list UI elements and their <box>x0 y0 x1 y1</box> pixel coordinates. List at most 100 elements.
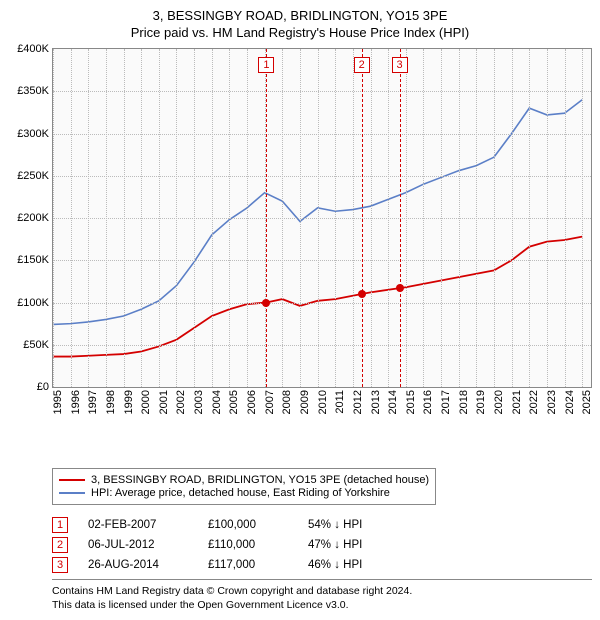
gridline-v <box>494 49 495 387</box>
sale-marker-dot-3 <box>396 284 404 292</box>
x-tick-label: 2018 <box>458 390 470 414</box>
sale-hpi-delta: 54% ↓ HPI <box>308 519 398 531</box>
x-tick-label: 1999 <box>123 390 135 414</box>
gridline-v <box>441 49 442 387</box>
gridline-v <box>159 49 160 387</box>
sale-price: £110,000 <box>208 539 288 551</box>
x-tick-label: 2006 <box>246 390 258 414</box>
sale-price: £117,000 <box>208 559 288 571</box>
sale-marker-box-1: 1 <box>258 57 274 73</box>
gridline-v <box>141 49 142 387</box>
footer-line-1: Contains HM Land Registry data © Crown c… <box>52 584 592 598</box>
y-tick-label: £100K <box>17 297 53 309</box>
sale-hpi-delta: 47% ↓ HPI <box>308 539 398 551</box>
x-tick-label: 2022 <box>528 390 540 414</box>
x-tick-label: 2019 <box>475 390 487 414</box>
gridline-v <box>229 49 230 387</box>
x-tick-label: 2000 <box>140 390 152 414</box>
gridline-h <box>53 218 591 219</box>
gridline-h <box>53 303 591 304</box>
y-tick-label: £200K <box>17 212 53 224</box>
sale-row: 3 26-AUG-2014 £117,000 46% ↓ HPI <box>52 557 592 573</box>
x-tick-label: 2011 <box>334 390 346 414</box>
gridline-h <box>53 176 591 177</box>
gridline-v <box>371 49 372 387</box>
sale-date: 06-JUL-2012 <box>88 539 188 551</box>
footer-attribution: Contains HM Land Registry data © Crown c… <box>52 579 592 612</box>
legend-swatch <box>59 479 85 481</box>
x-tick-label: 2013 <box>370 390 382 414</box>
sale-marker-dot-1 <box>262 299 270 307</box>
gridline-v <box>71 49 72 387</box>
x-tick-label: 2008 <box>281 390 293 414</box>
x-tick-label: 2004 <box>211 390 223 414</box>
x-tick-label: 2003 <box>193 390 205 414</box>
y-tick-label: £50K <box>23 339 53 351</box>
x-tick-label: 2020 <box>493 390 505 414</box>
legend-swatch <box>59 492 85 494</box>
sale-date: 26-AUG-2014 <box>88 559 188 571</box>
gridline-v <box>512 49 513 387</box>
x-tick-label: 1998 <box>105 390 117 414</box>
chart-container: £0£50K£100K£150K£200K£250K£300K£350K£400… <box>8 48 592 424</box>
sale-index-box: 2 <box>52 537 68 553</box>
gridline-v <box>406 49 407 387</box>
y-tick-label: £400K <box>17 43 53 55</box>
gridline-h <box>53 260 591 261</box>
x-tick-label: 2007 <box>264 390 276 414</box>
x-axis-labels: 1995199619971998199920002001200220032004… <box>52 388 592 424</box>
x-tick-label: 2002 <box>175 390 187 414</box>
gridline-v <box>335 49 336 387</box>
gridline-v <box>300 49 301 387</box>
x-tick-label: 2009 <box>299 390 311 414</box>
chart-plot-area: £0£50K£100K£150K£200K£250K£300K£350K£400… <box>52 48 592 388</box>
gridline-v <box>582 49 583 387</box>
y-tick-label: £0 <box>37 381 53 393</box>
sale-index-box: 1 <box>52 517 68 533</box>
sale-hpi-delta: 46% ↓ HPI <box>308 559 398 571</box>
legend: 3, BESSINGBY ROAD, BRIDLINGTON, YO15 3PE… <box>52 468 436 505</box>
gridline-h <box>53 91 591 92</box>
sales-table: 1 02-FEB-2007 £100,000 54% ↓ HPI 2 06-JUL-201… <box>52 517 592 573</box>
gridline-v <box>212 49 213 387</box>
x-tick-label: 2021 <box>511 390 523 414</box>
chart-subtitle: Price paid vs. HM Land Registry's House … <box>8 25 592 40</box>
sale-marker-box-2: 2 <box>354 57 370 73</box>
legend-item: 3, BESSINGBY ROAD, BRIDLINGTON, YO15 3PE… <box>59 474 429 486</box>
gridline-v <box>124 49 125 387</box>
chart-title: 3, BESSINGBY ROAD, BRIDLINGTON, YO15 3PE <box>8 8 592 23</box>
gridline-v <box>459 49 460 387</box>
gridline-v <box>282 49 283 387</box>
sale-marker-line-1 <box>266 49 267 387</box>
x-tick-label: 2025 <box>581 390 593 414</box>
x-tick-label: 2017 <box>440 390 452 414</box>
x-tick-label: 1997 <box>87 390 99 414</box>
x-tick-label: 2012 <box>352 390 364 414</box>
sale-date: 02-FEB-2007 <box>88 519 188 531</box>
gridline-v <box>176 49 177 387</box>
gridline-v <box>547 49 548 387</box>
sale-index-box: 3 <box>52 557 68 573</box>
gridline-v <box>53 49 54 387</box>
x-tick-label: 2014 <box>387 390 399 414</box>
gridline-v <box>476 49 477 387</box>
sale-row: 1 02-FEB-2007 £100,000 54% ↓ HPI <box>52 517 592 533</box>
x-tick-label: 2016 <box>422 390 434 414</box>
gridline-v <box>318 49 319 387</box>
sale-price: £100,000 <box>208 519 288 531</box>
gridline-h <box>53 345 591 346</box>
footer-line-2: This data is licensed under the Open Gov… <box>52 598 592 612</box>
sale-marker-dot-2 <box>358 290 366 298</box>
gridline-v <box>423 49 424 387</box>
sale-marker-box-3: 3 <box>392 57 408 73</box>
gridline-h <box>53 134 591 135</box>
gridline-v <box>88 49 89 387</box>
gridline-v <box>247 49 248 387</box>
legend-item: HPI: Average price, detached house, East… <box>59 487 429 499</box>
x-tick-label: 2005 <box>228 390 240 414</box>
gridline-v <box>194 49 195 387</box>
gridline-v <box>106 49 107 387</box>
sale-marker-line-2 <box>362 49 363 387</box>
sale-row: 2 06-JUL-2012 £110,000 47% ↓ HPI <box>52 537 592 553</box>
legend-label: HPI: Average price, detached house, East… <box>91 487 390 499</box>
